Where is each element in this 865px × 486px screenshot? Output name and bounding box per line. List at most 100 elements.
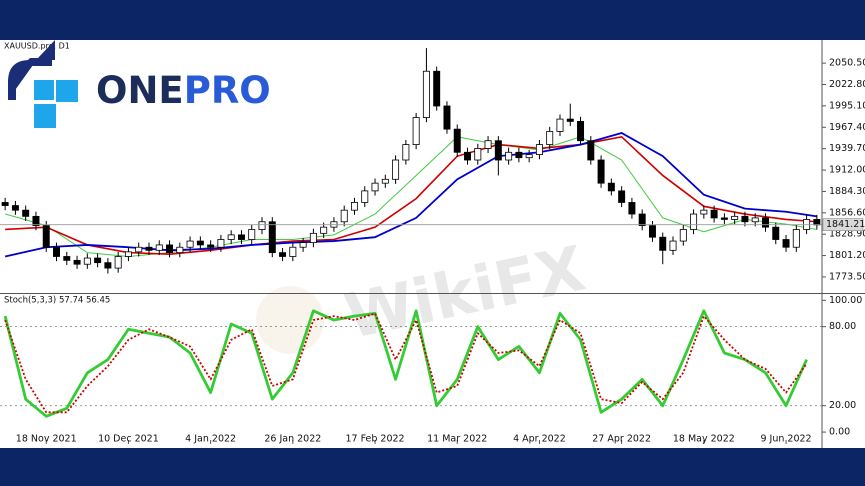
candle-body [1,202,9,206]
candle-body [679,229,687,242]
candle-body [597,159,605,184]
candle-body [741,215,749,223]
candle-body [433,70,441,107]
candle-body [104,262,112,269]
candle-body [176,246,184,254]
candle-body [762,217,769,228]
y-tick-label: 1995.10 [829,100,865,111]
candle-body [166,244,174,254]
candle-body [566,118,574,122]
logo-text: ONEPRO [96,69,271,112]
candle-body [515,151,523,159]
stoch-line [3,309,808,418]
y-tick-label: 100.00 [829,295,862,306]
y-tick-label: 1828.90 [829,229,865,240]
candle-body [577,121,585,142]
logo: ONEPRO [8,40,271,128]
candle-body [751,217,759,223]
logo-square [56,80,78,102]
x-tick-label: 4 Apr 2022 [513,434,566,445]
x-tick-label: 9 Jun 2022 [760,434,811,445]
candle-body [207,244,215,248]
x-tick-label: 18 May 2022 [673,434,735,445]
candle-body [720,217,728,220]
watermark-icon [256,286,324,354]
candle-body [638,213,646,227]
candle-body [32,215,40,227]
candle-body [474,148,482,161]
logo-one: ONE [96,69,184,112]
y-tick-label: 1773.50 [829,271,865,282]
candle-body [361,190,369,203]
logo-pro: PRO [184,69,271,112]
candle-body [196,240,204,246]
x-tick-label: 18 Nov 2021 [16,434,77,445]
candle-body [792,229,800,248]
candle-body [227,234,235,240]
candle-body [320,226,328,234]
last-price-label: 1841.21 [826,219,865,230]
candle-body [525,154,533,159]
x-tick-label: 11 Mar 2022 [427,434,487,445]
candle-body [556,118,564,132]
y-tick-label: 1939.70 [829,143,865,154]
logo-square [34,80,54,100]
candle-body [63,256,71,261]
candle-body [659,236,667,251]
stoch-title: Stoch(5,3,3) 57.74 56.45 [4,296,110,306]
candle-body [422,70,430,118]
y-tick-label: 1884.30 [829,186,865,197]
x-tick-label: 10 Dec 2021 [98,434,159,445]
candle-body [124,251,132,257]
y-tick-label: 0.00 [829,427,850,438]
candle-body [494,140,502,161]
x-tick-label: 26 Jan 2022 [264,434,321,445]
candle-body [94,257,102,264]
candle-body [371,182,379,192]
x-tick-label: 17 Feb 2022 [345,434,404,445]
candle-body [351,202,358,211]
candle-body [813,219,821,226]
logo-shape [8,58,52,100]
y-tick-label: 20.00 [829,400,856,411]
candle-body [464,151,471,161]
candle-body [669,240,677,251]
candle-body [258,221,266,230]
candle-body [381,178,389,184]
candle-body [772,226,780,240]
logo-square [34,104,56,128]
candle-body [607,182,615,192]
y-tick-label: 2050.50 [829,58,865,69]
candle-body [648,225,656,238]
candle-body [279,252,287,257]
candle-body [309,232,317,243]
candle-body [237,234,245,240]
candle-body [145,246,153,251]
y-tick-label: 1912.00 [829,165,865,176]
candle-body [628,202,636,215]
last-price-box [822,218,864,231]
candle-body [217,239,225,248]
plot: 2050.50 2022.80 1995.10 1967.40 1939.70 1912.… [0,48,865,445]
candle-body [505,151,513,161]
y-tick-label: 1856.60 [829,207,865,218]
candle-body [443,105,451,130]
candle-body [299,242,307,248]
candle-body [42,225,50,248]
candle-body [114,256,122,269]
candle-body [700,209,708,215]
candle-body [402,144,410,161]
chart-title: XAUUSD.pro, D1 [4,42,70,51]
candle-body [11,205,19,211]
stoch-line [4,312,808,414]
x-tick-label: 4 Jan 2022 [185,434,236,445]
candle-body [186,240,194,248]
candle-body [782,239,790,248]
logo-shape [8,40,55,100]
candle-body [535,144,543,156]
x-tick-label: 27 Apr 2022 [592,434,651,445]
candle-body [155,244,163,251]
candle-body [618,190,626,203]
candle-body [73,259,81,265]
